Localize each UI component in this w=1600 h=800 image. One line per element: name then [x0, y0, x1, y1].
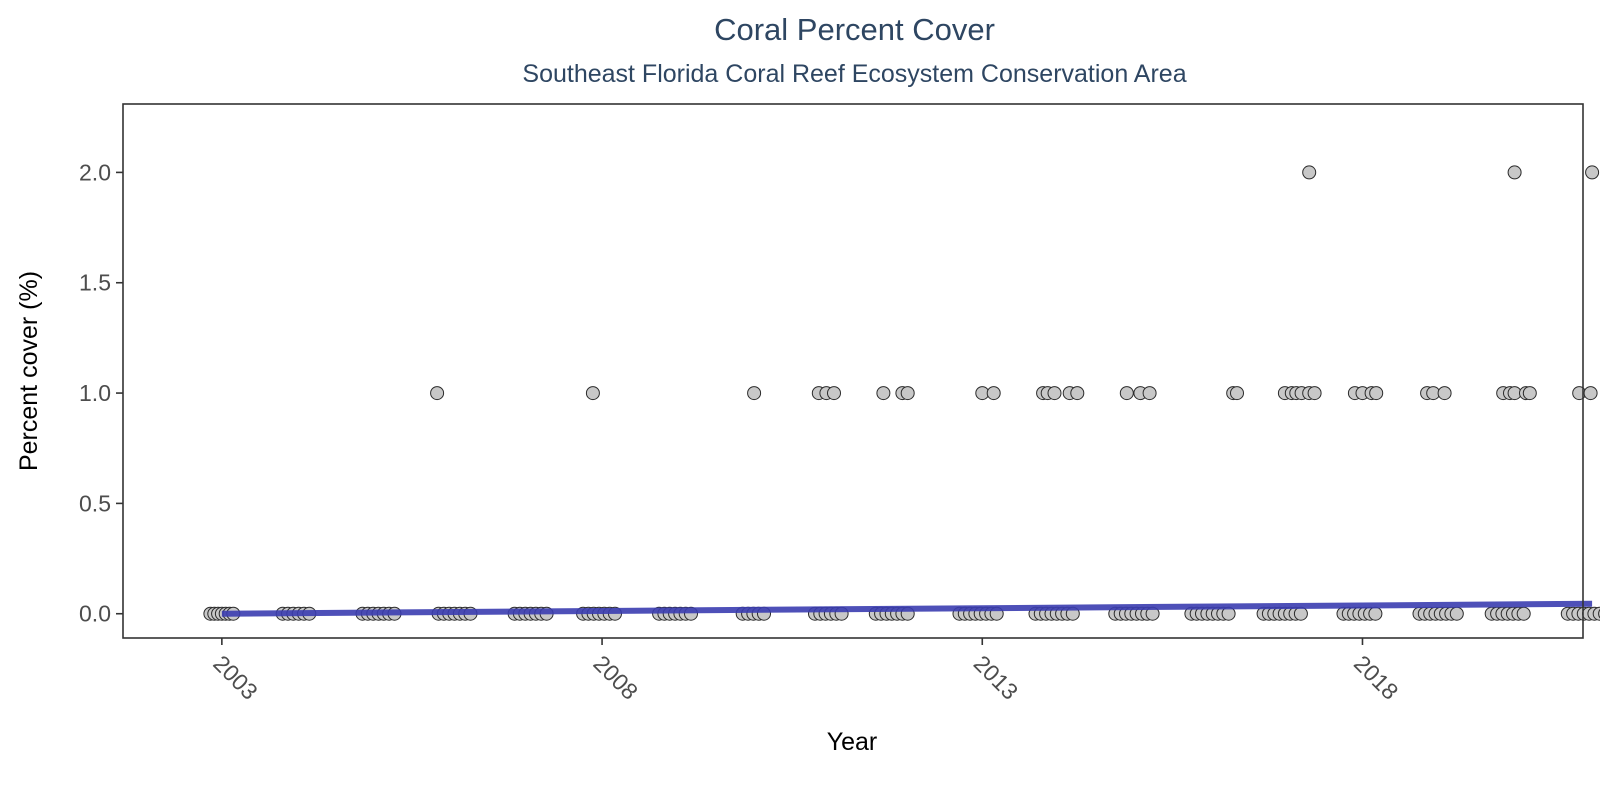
- x-axis-title: Year: [827, 728, 878, 756]
- trend-line-group: [221, 600, 1593, 617]
- y-tick-label: 0.5: [79, 490, 111, 516]
- data-point: [1230, 386, 1244, 401]
- x-tick-label: 2003: [208, 650, 263, 705]
- data-point: [1302, 165, 1317, 180]
- data-point: [1047, 386, 1062, 401]
- y-tick-label: 0.0: [79, 601, 111, 627]
- y-axis: 0.0 0.5 1.0 1.5 2.0: [79, 159, 123, 627]
- data-point: [1119, 386, 1134, 401]
- data-point: [827, 386, 841, 401]
- data-point: [1585, 165, 1600, 180]
- x-axis: 2003 2008 2013 2018: [208, 638, 1404, 705]
- data-point: [1507, 165, 1522, 180]
- data-point: [1583, 386, 1598, 401]
- plot-panel-border: [122, 103, 1584, 639]
- x-tick-label: 2013: [969, 650, 1024, 705]
- x-tick-label: 2018: [1349, 650, 1404, 705]
- y-tick-label: 1.5: [79, 270, 111, 296]
- data-point: [1369, 386, 1384, 401]
- data-point: [1437, 386, 1452, 401]
- data-point: [1516, 606, 1531, 621]
- data-point: [1293, 606, 1308, 621]
- data-point: [1368, 606, 1383, 621]
- data-point: [1522, 386, 1537, 401]
- data-point: [1307, 386, 1322, 401]
- data-point: [986, 386, 1001, 401]
- trend-line: [221, 600, 1593, 617]
- data-point: [747, 386, 762, 401]
- data-point: [585, 386, 600, 401]
- chart-subtitle: Southeast Florida Coral Reef Ecosystem C…: [522, 60, 1187, 88]
- data-point: [1070, 386, 1085, 401]
- chart-title: Coral Percent Cover: [714, 12, 995, 47]
- data-point: [1142, 386, 1157, 401]
- x-tick-label: 2008: [589, 650, 644, 705]
- data-point: [900, 386, 915, 401]
- y-tick-label: 1.0: [79, 380, 111, 406]
- y-tick-label: 2.0: [79, 159, 111, 185]
- data-point: [430, 386, 445, 401]
- y-axis-title: Percent cover (%): [15, 271, 43, 471]
- data-point: [876, 386, 891, 401]
- data-point: [1449, 606, 1464, 621]
- data-points: [203, 165, 1600, 621]
